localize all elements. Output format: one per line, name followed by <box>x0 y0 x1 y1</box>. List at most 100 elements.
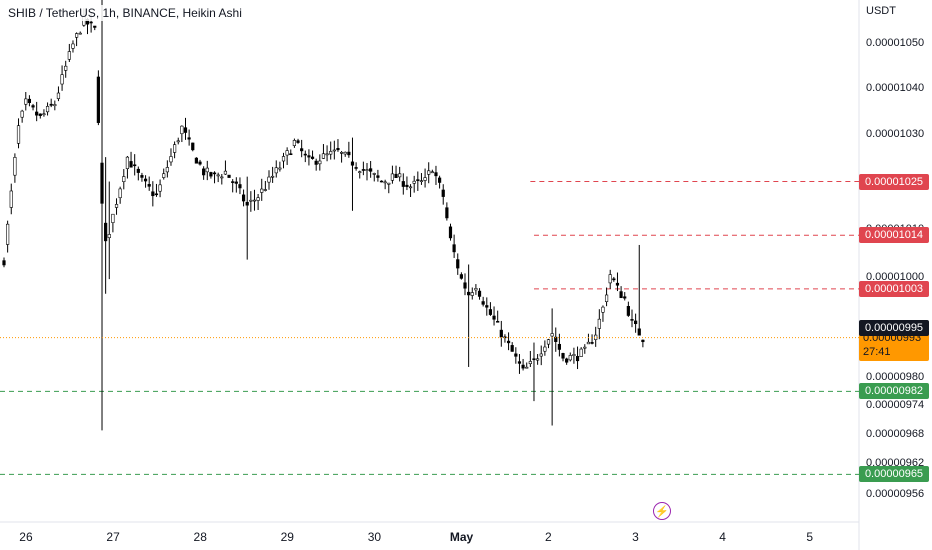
candle <box>623 292 627 301</box>
candle-body <box>325 153 329 156</box>
candle <box>216 172 220 183</box>
candle <box>143 175 148 188</box>
candle <box>140 172 144 182</box>
candle <box>619 286 623 299</box>
candle <box>528 350 532 368</box>
candle <box>390 165 395 184</box>
candle-body <box>394 173 398 178</box>
bar-countdown: 27:41 <box>863 345 891 358</box>
candle-body <box>42 113 46 116</box>
candle-body <box>60 74 64 85</box>
candle <box>347 141 351 158</box>
candle-body <box>2 260 6 266</box>
candle <box>550 308 554 426</box>
candle-body <box>96 76 100 123</box>
candle-body <box>158 184 162 192</box>
price-tick-label: 0.00000968 <box>866 428 925 440</box>
candle-body <box>180 125 184 135</box>
candle-body <box>630 319 634 321</box>
candle <box>474 284 478 295</box>
candle-body <box>383 181 387 184</box>
candle <box>336 139 340 152</box>
candle <box>2 257 6 268</box>
candle <box>220 173 224 185</box>
candle-body <box>24 98 28 105</box>
candle-body <box>539 353 543 357</box>
lightning-icon[interactable]: ⚡ <box>653 502 671 520</box>
candle-body <box>510 345 514 352</box>
candle-body <box>38 113 42 116</box>
candle-body <box>601 306 605 313</box>
candle-body <box>350 161 355 166</box>
candle <box>303 150 307 163</box>
candle-body <box>336 148 340 151</box>
candle <box>104 157 108 294</box>
candle-body <box>100 162 104 204</box>
candle-body <box>212 172 217 175</box>
candle-body <box>220 176 224 179</box>
candle-body <box>387 182 391 185</box>
candle <box>546 338 551 349</box>
candle <box>615 272 620 292</box>
candle-body <box>590 342 594 344</box>
candle-body <box>71 43 75 49</box>
candle-body <box>234 181 238 184</box>
candle <box>136 166 140 181</box>
candle-body <box>56 92 61 99</box>
candle-body <box>209 172 213 177</box>
candle-body <box>343 151 347 155</box>
candle-body <box>93 25 97 28</box>
candle-body <box>532 358 536 361</box>
time-tick-label: 4 <box>719 530 726 544</box>
candle <box>100 0 104 431</box>
candle <box>154 183 159 197</box>
candle <box>339 150 344 163</box>
candle-body <box>405 184 409 187</box>
candle-body <box>521 364 525 369</box>
candle <box>212 171 217 184</box>
candle-body <box>572 354 576 356</box>
candle <box>361 161 365 176</box>
candle-body <box>136 168 140 173</box>
candle-body <box>6 223 10 245</box>
candle <box>383 179 387 190</box>
candle-body <box>238 184 242 189</box>
candle <box>448 223 453 241</box>
candle-body <box>604 294 609 302</box>
candle <box>517 354 522 374</box>
candle-body <box>641 339 645 343</box>
candle <box>387 182 391 194</box>
candle-body <box>586 341 591 345</box>
chart-title[interactable]: SHIB / TetherUS, 1h, BINANCE, Heikin Ash… <box>6 5 244 21</box>
candle-body <box>245 201 249 206</box>
candle-body <box>612 278 616 281</box>
candle-body <box>227 174 231 178</box>
candle-body <box>296 140 300 143</box>
candle-body <box>183 127 188 133</box>
candle <box>191 142 195 152</box>
candle <box>223 160 228 175</box>
candle <box>586 333 591 345</box>
candle-body <box>575 356 580 362</box>
candle <box>194 157 198 164</box>
candle <box>445 202 449 221</box>
candle <box>637 244 641 336</box>
time-tick-label: May <box>449 530 474 544</box>
candle-body <box>434 172 438 177</box>
candle-body <box>441 189 445 197</box>
candle <box>372 172 376 182</box>
horizontal-lines <box>0 181 859 475</box>
candle-body <box>191 142 195 151</box>
candle-body <box>329 151 333 155</box>
candle-body <box>398 173 402 178</box>
candle <box>437 175 442 189</box>
candle <box>252 189 257 211</box>
candle-body <box>481 301 485 305</box>
candle-body <box>583 346 587 349</box>
time-tick-label: 2 <box>545 530 552 544</box>
candle-body <box>104 222 108 242</box>
red-level-tag: 0.00001025 <box>859 173 929 190</box>
candle-body <box>485 305 489 308</box>
candle-body <box>154 193 159 196</box>
